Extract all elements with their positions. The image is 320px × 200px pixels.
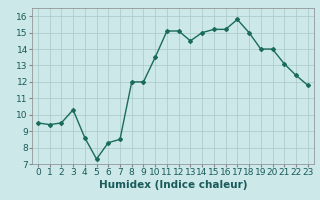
X-axis label: Humidex (Indice chaleur): Humidex (Indice chaleur) [99,180,247,190]
